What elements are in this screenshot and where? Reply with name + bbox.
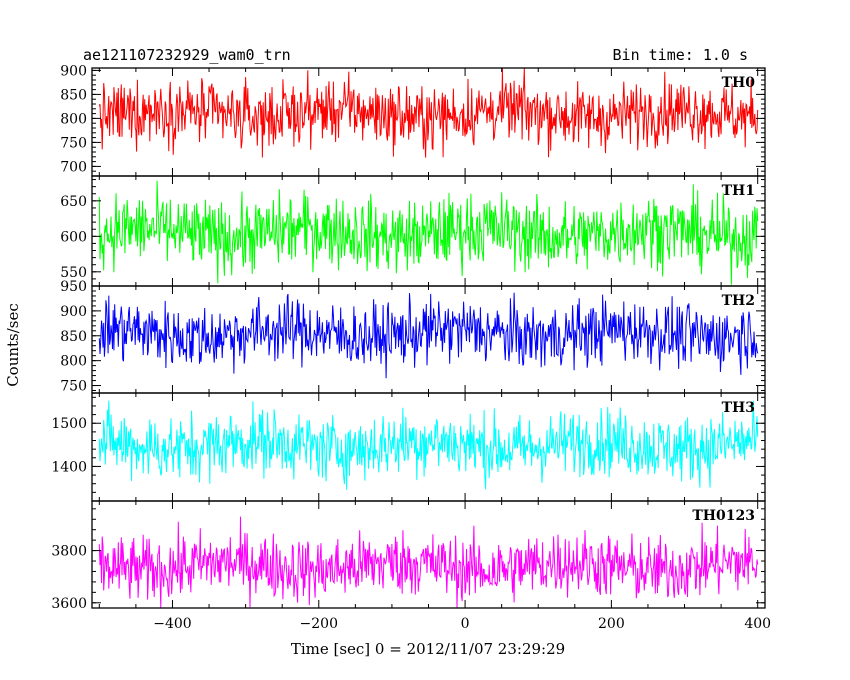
y-tick-label: 800 [60,111,87,127]
series-th0123 [98,516,759,609]
panel-th0123: 3600 3800 TH0123 [51,500,766,612]
y-tick-label: 1500 [51,416,87,432]
y-tick-label: 850 [60,329,87,345]
y-tick-label: 3600 [51,596,87,612]
x-tick-label: −200 [300,616,338,632]
panels-group: 700 750 800 850 900 TH0 550 600 650 TH1 750 800 850 9… [51,63,766,612]
series-th0 [98,67,759,158]
bin-time-label: Bin time: 1.0 s [613,46,748,64]
y-tick-label: 3800 [51,544,87,560]
x-tick-label: 200 [598,616,625,632]
x-tick-label: 400 [744,616,771,632]
panel-label-th1: TH1 [722,183,755,199]
panel-th1: 550 600 650 TH1 [60,175,766,287]
x-tick-label: −400 [153,616,191,632]
panel-label-th3: TH3 [722,400,755,416]
series-th3 [98,400,759,490]
x-tick-label: 0 [461,616,470,632]
panel-th0: 700 750 800 850 900 TH0 [60,63,766,177]
y-axis-label: Counts/sec [4,303,22,387]
chart-title: ae121107232929_wam0_trn [83,46,291,64]
y-tick-label: 1400 [51,459,87,475]
panel-th3: 1400 1500 TH3 [51,392,766,502]
y-tick-label: 700 [60,159,87,175]
panel-label-th0: TH0 [722,75,756,91]
y-tick-label: 750 [60,135,87,151]
panel-label-th2: TH2 [722,293,755,309]
x-axis: −400 −200 0 200 400 [153,616,771,632]
y-tick-label: 950 [60,279,87,295]
y-tick-label: 800 [60,354,87,370]
series-th2 [98,292,759,379]
x-axis-label: Time [sec] 0 = 2012/11/07 23:29:29 [291,640,565,658]
y-tick-label: 900 [60,304,87,320]
y-tick-label: 550 [60,265,87,281]
panel-th2: 750 800 850 900 950 TH2 [60,279,766,395]
y-tick-label: 600 [60,229,87,245]
y-tick-label: 750 [60,379,87,395]
panel-label-th0123: TH0123 [692,508,755,524]
y-tick-label: 650 [60,194,87,210]
y-tick-label: 900 [60,63,87,79]
series-th1 [98,180,759,285]
y-tick-label: 850 [60,87,87,103]
